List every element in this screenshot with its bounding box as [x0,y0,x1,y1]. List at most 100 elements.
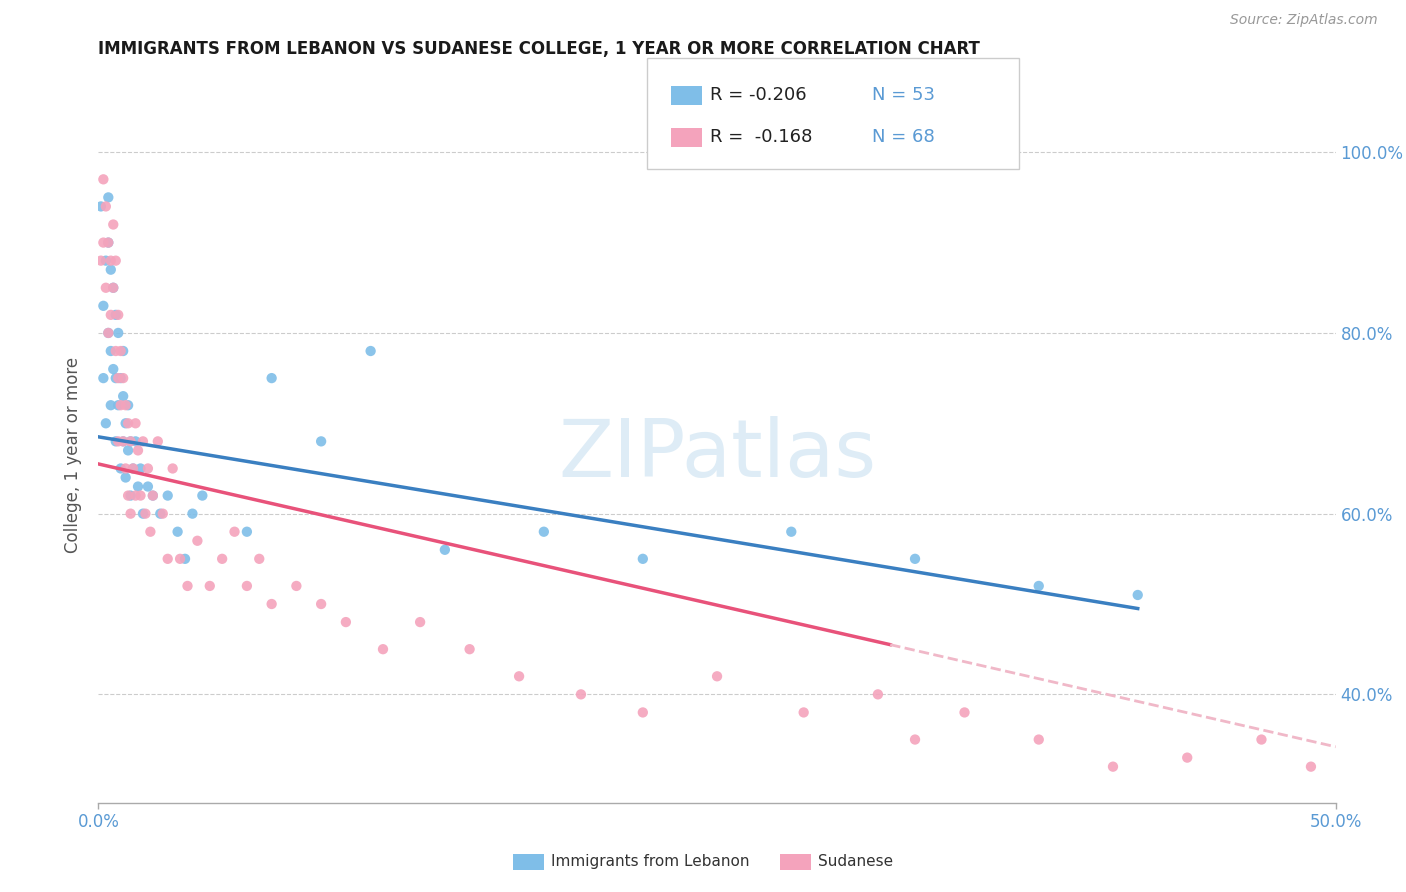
Text: R = -0.206: R = -0.206 [710,87,807,104]
Point [104,253,127,268]
Point [162,461,184,475]
Point [104,371,127,385]
Point [134,507,156,521]
Point [97,235,120,250]
Point [132,507,155,521]
Point [103,281,125,295]
Point [112,344,135,359]
Point [127,479,149,493]
Point [103,362,125,376]
Text: N = 68: N = 68 [872,128,935,146]
Point [904,551,927,566]
Point [136,461,159,475]
Point [780,524,803,539]
Point [1028,732,1050,747]
Point [120,507,142,521]
Point [100,253,122,268]
Point [117,398,139,412]
Text: N = 53: N = 53 [872,87,935,104]
Point [112,389,135,403]
Point [706,669,728,683]
Point [953,706,976,720]
Point [124,434,146,449]
Text: ZIPatlas: ZIPatlas [558,416,876,494]
Point [166,524,188,539]
Point [114,461,136,475]
Point [97,190,120,204]
Point [104,344,127,359]
Point [114,470,136,484]
Point [260,597,283,611]
Point [156,489,179,503]
Point [114,398,136,412]
Point [114,417,136,431]
Point [309,597,332,611]
Point [100,308,122,322]
Point [136,479,159,493]
Point [104,308,127,322]
Point [152,507,174,521]
Point [129,461,152,475]
Point [90,253,112,268]
Point [285,579,308,593]
Point [1250,732,1272,747]
Point [97,235,120,250]
Text: IMMIGRANTS FROM LEBANON VS SUDANESE COLLEGE, 1 YEAR OR MORE CORRELATION CHART: IMMIGRANTS FROM LEBANON VS SUDANESE COLL… [98,40,980,58]
Point [120,434,142,449]
Point [120,489,142,503]
Point [94,281,117,295]
Point [110,461,132,475]
Point [122,461,145,475]
Point [1028,579,1050,593]
Point [112,434,135,449]
Text: Source: ZipAtlas.com: Source: ZipAtlas.com [1230,13,1378,28]
Point [793,706,815,720]
Point [93,299,115,313]
Point [107,308,129,322]
Point [156,551,179,566]
Point [371,642,394,657]
Point [120,434,142,449]
Point [112,371,135,385]
Point [1175,750,1198,764]
Point [181,507,204,521]
Point [904,732,927,747]
Y-axis label: College, 1 year or more: College, 1 year or more [65,357,83,553]
Point [124,489,146,503]
Point [211,551,233,566]
Point [124,417,146,431]
Point [112,434,135,449]
Point [142,489,165,503]
Point [631,551,654,566]
Point [97,326,120,340]
Point [129,489,152,503]
Point [149,507,172,521]
Point [122,461,145,475]
Point [533,524,555,539]
Point [107,371,129,385]
Point [174,551,197,566]
Point [1126,588,1149,602]
Point [1299,759,1322,773]
Point [569,687,592,701]
Point [508,669,530,683]
Point [236,524,259,539]
Point [224,524,246,539]
Point [631,706,654,720]
Point [117,417,139,431]
Point [110,344,132,359]
Point [191,489,214,503]
Point [90,199,112,213]
Point [1102,759,1125,773]
Point [247,551,270,566]
Point [127,443,149,458]
Point [103,218,125,232]
Point [107,434,129,449]
Text: Immigrants from Lebanon: Immigrants from Lebanon [551,855,749,869]
Point [93,172,115,186]
Point [236,579,259,593]
Point [169,551,191,566]
Point [139,524,162,539]
Point [97,326,120,340]
Point [110,398,132,412]
